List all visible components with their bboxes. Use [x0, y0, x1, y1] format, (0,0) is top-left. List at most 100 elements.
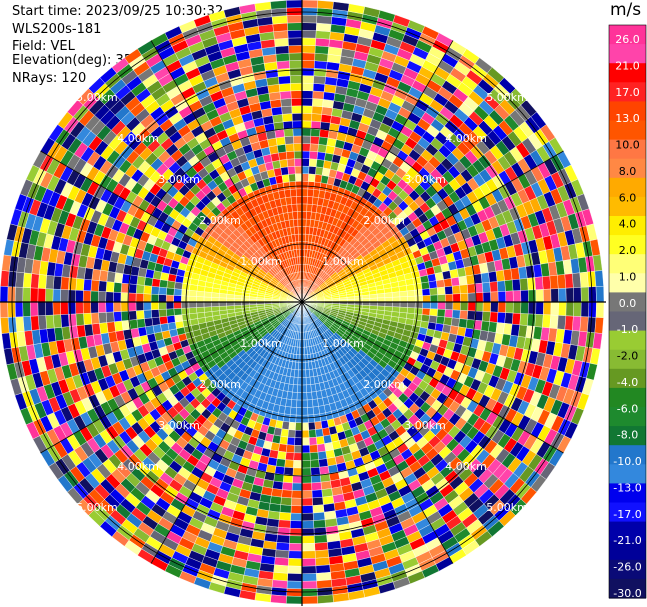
- ppi-bin: [315, 166, 324, 176]
- ppi-bin: [301, 399, 308, 408]
- ppi-bin: [369, 293, 378, 299]
- ppi-bin: [288, 558, 303, 567]
- ppi-bin: [288, 543, 303, 552]
- ppi-bin: [150, 293, 159, 303]
- ppi-bin: [135, 310, 145, 320]
- ppi-bin: [564, 315, 574, 331]
- ppi-bin: [301, 445, 311, 454]
- ppi-bin: [458, 318, 468, 329]
- ppi-bin: [218, 305, 228, 311]
- ppi-bin: [30, 301, 39, 317]
- ppi-bin: [278, 512, 292, 521]
- ppi-bin: [286, 0, 303, 9]
- ppi-bin: [437, 308, 446, 318]
- ppi-bin: [450, 276, 460, 287]
- colorbar-tick-label: 17.0: [615, 86, 640, 99]
- ppi-bin: [291, 490, 303, 499]
- range-ring-label: 2.00km: [363, 378, 405, 391]
- ppi-bin: [414, 307, 423, 315]
- ppi-bin: [105, 281, 115, 293]
- ppi-bin: [573, 287, 582, 303]
- ppi-bin: [301, 497, 313, 507]
- ppi-bin: [301, 550, 316, 559]
- ppi-bin: [22, 287, 31, 303]
- ppi-bin: [414, 295, 423, 303]
- ppi-bin: [295, 414, 303, 423]
- ppi-bin: [271, 106, 283, 116]
- ppi-bin: [273, 167, 283, 177]
- ppi-bin: [309, 444, 318, 453]
- ppi-bin: [292, 128, 303, 137]
- ppi-bin: [294, 165, 303, 174]
- ppi-bin: [290, 188, 297, 198]
- ppi-bin: [15, 316, 25, 333]
- ppi-bins: [0, 0, 605, 605]
- ppi-bin: [354, 295, 363, 300]
- ppi-bin: [301, 460, 311, 469]
- ppi-bin: [288, 45, 303, 54]
- ppi-bin: [82, 301, 92, 314]
- ppi-bin: [211, 297, 220, 303]
- range-ring-label: 4.00km: [445, 460, 487, 473]
- ppi-bin: [45, 314, 55, 329]
- ppi-bin: [60, 276, 70, 290]
- ppi-bin: [306, 391, 313, 401]
- ppi-bin: [421, 308, 431, 316]
- ppi-bin: [292, 211, 298, 220]
- range-ring-label: 3.00km: [158, 173, 200, 186]
- ppi-bin: [286, 444, 295, 453]
- ppi-bin: [482, 311, 491, 322]
- ppi-bin: [301, 98, 313, 107]
- ppi-bin: [287, 573, 303, 582]
- ppi-bin: [90, 290, 99, 303]
- ppi-bin: [289, 414, 297, 423]
- ppi-bin: [488, 321, 498, 333]
- ppi-bin: [277, 68, 291, 77]
- ppi-bin: [280, 166, 289, 176]
- ppi-bin: [293, 226, 299, 235]
- nrays-label: NRays: 120: [12, 71, 87, 86]
- range-ring-label: 5.00km: [76, 91, 118, 104]
- ppi-bin: [106, 271, 116, 283]
- ppi-bin: [407, 301, 416, 309]
- ppi-bin: [497, 280, 506, 292]
- ppi-bin: [392, 296, 401, 303]
- ppi-bin: [274, 557, 289, 567]
- ppi-bin: [301, 218, 307, 227]
- ppi-bin: [316, 436, 325, 445]
- ppi-bin: [181, 313, 191, 322]
- ppi-bin: [315, 428, 324, 438]
- ppi-bin: [270, 594, 287, 604]
- ppi-bin: [67, 289, 76, 303]
- ppi-bin: [136, 318, 146, 329]
- ppi-bin: [445, 301, 454, 311]
- ppi-bin: [295, 241, 300, 250]
- ppi-bin: [45, 301, 54, 316]
- ppi-bin: [158, 294, 167, 303]
- ppi-bin: [312, 83, 326, 92]
- ppi-bin: [297, 218, 303, 227]
- ppi-bin: [290, 90, 303, 99]
- ppi-bin: [45, 275, 55, 290]
- ppi-bin: [150, 301, 159, 311]
- ppi-bin: [301, 37, 316, 46]
- ppi-bin: [37, 301, 46, 316]
- ppi-bin: [301, 558, 316, 567]
- ppi-bin: [288, 52, 303, 61]
- ppi-bin: [90, 279, 100, 292]
- ppi-bin: [488, 271, 498, 283]
- ppi-bin: [290, 406, 297, 416]
- range-ring-label: 4.00km: [117, 460, 159, 473]
- ppi-bin: [308, 173, 316, 183]
- ppi-bin: [310, 128, 321, 137]
- ppi-bin: [291, 497, 303, 507]
- colorbar-tick-label: -4.0: [617, 376, 638, 389]
- ppi-bin: [98, 291, 107, 303]
- ppi-bin: [158, 301, 167, 310]
- colorbar-tick-label: -21.0: [613, 534, 641, 547]
- range-ring-label: 4.00km: [445, 132, 487, 145]
- ppi-bin: [285, 452, 295, 461]
- ppi-bin: [60, 289, 69, 303]
- ppi-bin: [196, 296, 205, 303]
- ppi-bin: [151, 316, 161, 326]
